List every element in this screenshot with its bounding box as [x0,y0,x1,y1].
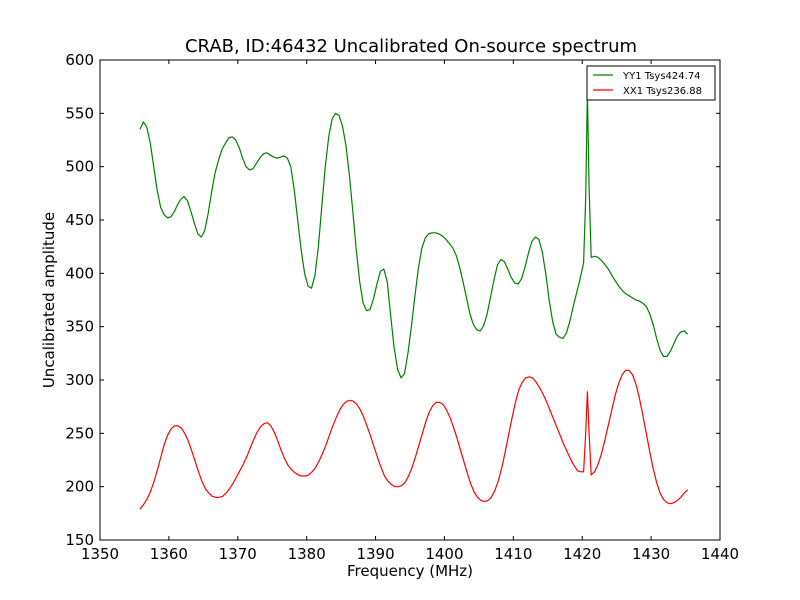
x-tick-label: 1420 [563,545,601,563]
y-tick-label: 450 [65,211,94,229]
x-tick-label: 1430 [632,545,670,563]
y-axis-label: Uncalibrated amplitude [40,212,58,388]
series-line-2 [139,369,689,510]
y-tick-label: 500 [65,158,94,176]
x-tick-label: 1370 [219,545,257,563]
series-line-1 [139,91,689,379]
x-tick-label: 1380 [288,545,326,563]
axis-ticks: 1350 1360 1370 1380 1390 1400 1410 1420 1430 1440… [65,51,739,563]
y-tick-label: 150 [65,531,94,549]
x-tick-label: 1360 [150,545,188,563]
legend-box [586,65,716,101]
y-tick-label: 250 [65,424,94,442]
legend: YY1 Tsys424.74 XX1 Tsys236.88 [586,65,716,101]
plot-frame [99,59,721,541]
x-axis-label: Frequency (MHz) [347,562,473,580]
x-tick-label: 1390 [356,545,394,563]
legend-label-1: YY1 Tsys424.74 [622,71,701,82]
x-tick-label: 1400 [425,545,463,563]
y-tick-label: 350 [65,318,94,336]
y-tick-label: 400 [65,264,94,282]
plot-area [139,91,689,510]
x-tick-label: 1410 [494,545,532,563]
chart-title: CRAB, ID:46432 Uncalibrated On-source sp… [185,36,637,57]
y-tick-label: 600 [65,51,94,69]
legend-label-2: XX1 Tsys236.88 [623,86,702,97]
x-tick-label: 1350 [81,545,119,563]
y-tick-label: 200 [65,478,94,496]
x-tick-label: 1440 [701,545,739,563]
y-tick-label: 550 [65,104,94,122]
y-tick-label: 300 [65,371,94,389]
